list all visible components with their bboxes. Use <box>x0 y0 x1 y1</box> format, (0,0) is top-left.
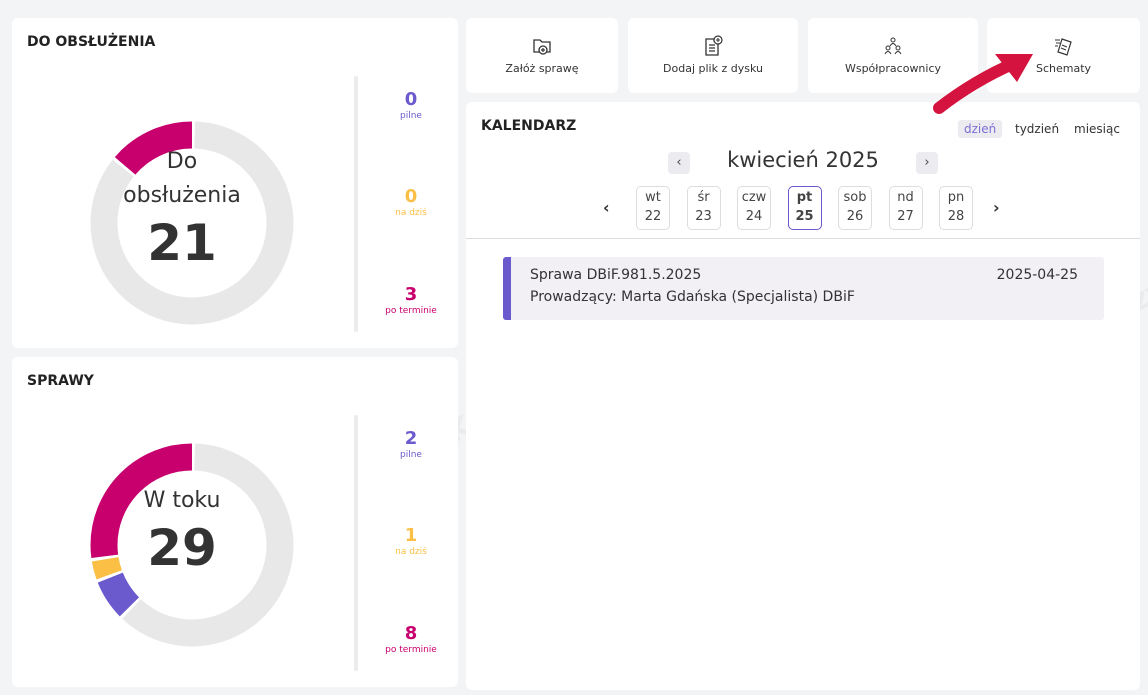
sprawy-card: SPRAWY W toku 29 2 pilne 1 na dziś 8 po ter… <box>12 357 458 687</box>
card-title: DO OBSŁUŻENIA <box>27 34 156 50</box>
dodaj-plik-button[interactable]: Dodaj plik z dysku <box>628 18 798 93</box>
tile-label: Schematy <box>1035 62 1092 75</box>
day-name: sob <box>843 190 867 205</box>
day-date: 27 <box>897 209 914 224</box>
day-23-button[interactable]: śr 23 <box>686 186 721 230</box>
next-days-icon[interactable]: › <box>993 198 1000 217</box>
day-name: pn <box>947 190 965 205</box>
clipboard-pen-icon <box>1054 38 1072 56</box>
day-date: 22 <box>644 209 662 224</box>
day-name: pt <box>796 190 813 205</box>
stat-label: na dziś <box>395 208 427 218</box>
day-date: 25 <box>795 209 814 224</box>
donut-segment-po-terminie <box>90 443 294 647</box>
donut-center: W toku 29 <box>62 484 302 578</box>
day-28-button[interactable]: pn 28 <box>939 186 973 230</box>
view-week-button[interactable]: tydzień <box>1015 122 1060 136</box>
stat-label: pilne <box>400 450 422 460</box>
divider <box>354 76 358 332</box>
do-obsluzenia-donut <box>90 121 294 325</box>
stat-value: 3 <box>404 284 418 305</box>
stat-po-terminie[interactable]: 8 po terminie <box>364 624 458 656</box>
sprawy-donut <box>90 443 294 647</box>
donut-segment-rest <box>90 121 294 325</box>
center-label: Do obsłużenia <box>123 149 241 208</box>
day-name: wt <box>645 190 661 205</box>
prev-days-icon[interactable]: ‹ <box>603 198 610 217</box>
donut-segment-po-terminie <box>90 121 294 325</box>
stat-label: pilne <box>400 111 422 121</box>
stat-label: po terminie <box>385 306 437 316</box>
day-date: 24 <box>745 209 763 224</box>
tile-label: Współpracownicy <box>844 62 942 75</box>
stat-na-dzis[interactable]: 0 na dziś <box>364 187 458 219</box>
wspolpracownicy-button[interactable]: Współpracownicy <box>808 18 978 93</box>
annotation-arrow-icon <box>933 54 1033 114</box>
prev-month-button[interactable]: ‹ <box>668 152 690 174</box>
stat-value: 8 <box>404 623 418 644</box>
event-date: 2025-04-25 <box>996 267 1078 283</box>
people-icon <box>884 37 902 55</box>
tile-label: Dodaj plik z dysku <box>663 62 763 75</box>
day-date: 26 <box>846 209 864 224</box>
day-24-button[interactable]: czw 24 <box>737 186 771 230</box>
day-27-button[interactable]: nd 27 <box>888 186 923 230</box>
day-name: nd <box>897 190 914 205</box>
day-22-button[interactable]: wt 22 <box>636 186 670 230</box>
month-title: kwiecień 2025 <box>727 148 879 172</box>
day-date: 23 <box>695 209 712 224</box>
next-month-button[interactable]: › <box>916 152 938 174</box>
center-total: 21 <box>147 214 217 272</box>
center-total: 29 <box>147 519 217 577</box>
stat-pilne[interactable]: 0 pilne <box>364 90 458 122</box>
divider <box>354 415 358 671</box>
divider <box>466 238 1140 239</box>
day-26-button[interactable]: sob 26 <box>838 186 872 230</box>
stat-value: 0 <box>404 89 418 110</box>
zaloz-sprawe-button[interactable]: Załóż sprawę <box>466 18 618 93</box>
calendar-card: KALENDARZ <box>466 102 1140 690</box>
stat-po-terminie[interactable]: 3 po terminie <box>364 285 458 317</box>
day-25-button[interactable]: pt 25 <box>787 186 822 230</box>
folder-plus-icon <box>533 39 551 55</box>
stat-value: 0 <box>404 186 418 207</box>
view-day-button[interactable]: dzień <box>958 120 1003 138</box>
stat-pilne[interactable]: 2 pilne <box>364 429 458 461</box>
stat-value: 1 <box>404 525 418 546</box>
day-date: 28 <box>947 209 965 224</box>
stat-label: na dziś <box>395 547 427 557</box>
tile-label: Załóż sprawę <box>505 62 579 75</box>
stat-na-dzis[interactable]: 1 na dziś <box>364 526 458 558</box>
calendar-event[interactable]: Sprawa DBiF.981.5.2025 2025-04-25 Prowad… <box>503 257 1104 320</box>
day-name: śr <box>697 190 710 205</box>
view-month-button[interactable]: miesiąc <box>1074 122 1120 136</box>
event-title: Sprawa DBiF.981.5.2025 <box>530 267 702 283</box>
event-owner: Prowadzący: Marta Gdańska (Specjalista) … <box>530 289 855 305</box>
stat-label: po terminie <box>385 645 437 655</box>
card-title: SPRAWY <box>27 373 94 389</box>
donut-segment-rest <box>90 443 294 647</box>
donut-center: Do obsłużenia 21 <box>62 145 302 273</box>
center-label: W toku <box>143 488 221 513</box>
card-title: KALENDARZ <box>481 118 577 134</box>
day-name: czw <box>741 190 767 205</box>
stat-value: 2 <box>404 428 418 449</box>
file-plus-icon <box>705 35 723 56</box>
